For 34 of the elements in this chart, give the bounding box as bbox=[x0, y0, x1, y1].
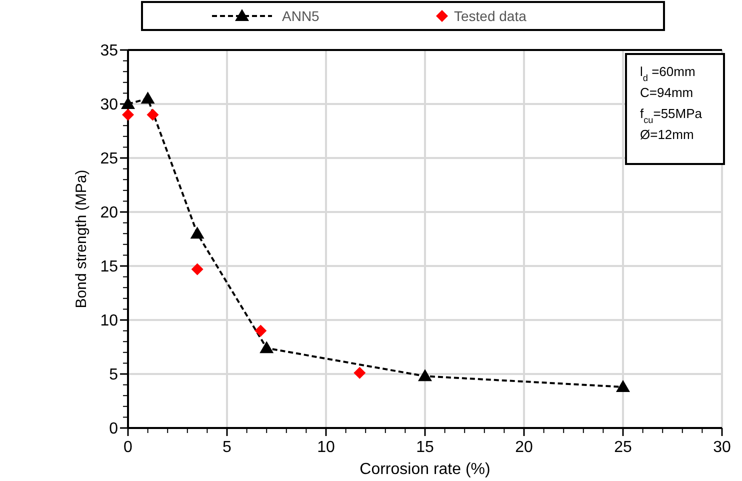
x-tick-label: 25 bbox=[614, 439, 632, 456]
y-tick-label: 25 bbox=[100, 150, 118, 168]
point bbox=[122, 108, 134, 121]
x-tick-label: 20 bbox=[515, 439, 533, 456]
point bbox=[191, 263, 204, 276]
y-tick-label: 30 bbox=[100, 96, 118, 114]
annotation: f$_{cu}$=55MPa bbox=[640, 106, 703, 125]
y-tick-label: 35 bbox=[100, 42, 118, 60]
x-axis-title: Corrosion rate (%) bbox=[360, 461, 490, 478]
y-tick-label: 20 bbox=[100, 204, 118, 222]
point bbox=[121, 97, 135, 109]
y-tick-label: 5 bbox=[109, 366, 118, 384]
y-tick-label: 0 bbox=[109, 420, 118, 438]
point bbox=[190, 226, 204, 239]
point bbox=[140, 92, 155, 104]
y-tick-label: 10 bbox=[100, 312, 118, 330]
point bbox=[146, 108, 159, 121]
legend-label: Tested data bbox=[454, 8, 527, 24]
point bbox=[616, 380, 630, 392]
y-axis-title: Bond strength (MPa) bbox=[73, 170, 90, 308]
x-tick-label: 5 bbox=[222, 439, 232, 456]
legend-label: ANN5 bbox=[282, 8, 320, 24]
annotation: l$_{d}$ =60mm bbox=[640, 64, 696, 83]
point bbox=[354, 366, 366, 379]
x-tick-label: 0 bbox=[124, 439, 133, 456]
annotation: C=94mm bbox=[640, 85, 694, 100]
y-tick-label: 15 bbox=[100, 258, 118, 276]
x-tick-label: 10 bbox=[317, 439, 335, 456]
x-tick-label: 15 bbox=[416, 439, 434, 456]
point bbox=[418, 369, 432, 382]
point bbox=[260, 341, 274, 354]
annotation: Ø=12mm bbox=[640, 127, 694, 142]
point bbox=[254, 324, 267, 337]
x-tick-label: 30 bbox=[713, 439, 731, 456]
